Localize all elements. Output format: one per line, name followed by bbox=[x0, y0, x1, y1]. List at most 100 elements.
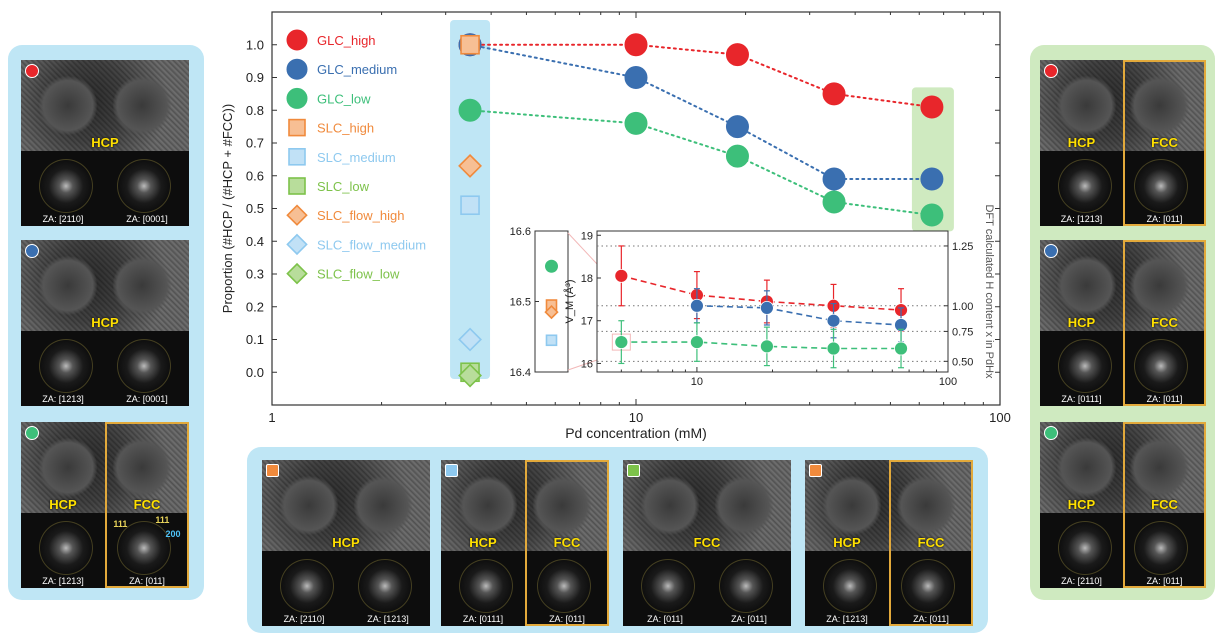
phase-label: HCP bbox=[833, 535, 861, 550]
nanoparticle bbox=[112, 76, 172, 135]
point-GLC_medium bbox=[624, 66, 648, 89]
miller-index-label: 111 bbox=[155, 515, 170, 525]
tem-tile: HCP FCC ZA: [0111] ZA: [011] bbox=[1040, 240, 1206, 406]
point-GLC_low bbox=[458, 98, 482, 122]
phase-label: FCC bbox=[553, 535, 581, 550]
fcc-frame bbox=[889, 460, 973, 626]
inset-point-GLC_medium bbox=[826, 313, 841, 328]
fcc-frame bbox=[1123, 422, 1206, 588]
tem-tile: HCP ZA: [2110] ZA: [1213] bbox=[262, 460, 430, 626]
y-tick-label: 0.5 bbox=[246, 201, 264, 216]
inset-trend-GLC_medium bbox=[696, 304, 902, 326]
tem-tile: HCP ZA: [2110] ZA: [0001] bbox=[21, 60, 189, 226]
legend-label-GLC_medium: GLC_medium bbox=[317, 62, 397, 77]
x-tick-label: 100 bbox=[989, 410, 1011, 425]
y-tick-label: 0.2 bbox=[246, 299, 264, 314]
zone-axis-label: ZA: [0001] bbox=[126, 394, 168, 404]
series-marker bbox=[809, 464, 822, 477]
trend-line-GLC_low bbox=[469, 109, 933, 217]
zone-axis-label: ZA: [0111] bbox=[1061, 394, 1102, 404]
inset-left-tick-label: 16.6 bbox=[510, 226, 531, 238]
fft-spot-ring bbox=[39, 338, 94, 393]
phase-label: HCP bbox=[1067, 497, 1096, 512]
y-tick-label: 0.8 bbox=[246, 103, 264, 118]
series-marker bbox=[266, 464, 279, 477]
x-tick-label: 10 bbox=[629, 410, 643, 425]
inset-right-tick2-label: 0.75 bbox=[952, 326, 973, 338]
series-marker bbox=[1044, 426, 1058, 440]
fft-spot-ring bbox=[116, 520, 171, 575]
fft-spot-ring bbox=[357, 558, 412, 613]
point-GLC_medium bbox=[920, 167, 944, 191]
inset-right-xtick-label: 10 bbox=[691, 376, 703, 388]
phase-label: FCC bbox=[1151, 315, 1178, 330]
point-SLC_high bbox=[460, 34, 480, 55]
phase-label: FCC bbox=[917, 535, 945, 550]
phase-label: HCP bbox=[91, 135, 119, 150]
nanoparticle bbox=[1057, 256, 1116, 315]
zone-axis-label: ZA: [1213] bbox=[42, 576, 84, 586]
inset-point-GLC_low bbox=[690, 335, 704, 349]
trend-line-GLC_medium bbox=[469, 43, 933, 181]
fft-spot-ring bbox=[39, 520, 94, 575]
inset-trend-GLC_high bbox=[621, 275, 902, 311]
tem-tile: HCP FCC ZA: [1213] ZA: [011] bbox=[805, 460, 973, 626]
legend-marker-SLC_medium bbox=[288, 148, 306, 166]
point-SLC_flow_high bbox=[458, 153, 482, 178]
inset-left-tick-label: 16.5 bbox=[510, 297, 531, 309]
inset-point-GLC_low bbox=[894, 341, 908, 356]
inset-left-point bbox=[545, 334, 558, 347]
series-marker bbox=[445, 464, 458, 477]
phase-label: FCC bbox=[1151, 135, 1178, 150]
highlight-glc-high-end bbox=[911, 87, 954, 232]
fft-spot-ring bbox=[1057, 520, 1112, 575]
y-tick-label: 0.9 bbox=[246, 70, 264, 85]
zone-axis-label: ZA: [011] bbox=[913, 614, 949, 624]
zone-axis-label: ZA: [0001] bbox=[126, 214, 168, 224]
tem-tile: HCP FCC ZA: [1213] ZA: [011] bbox=[1040, 60, 1206, 226]
inset-point-GLC_low bbox=[826, 341, 841, 356]
nanoparticle bbox=[458, 476, 518, 535]
fft-spot-ring bbox=[536, 558, 591, 613]
nanoparticle bbox=[822, 476, 882, 535]
miller-index-label: 200 bbox=[165, 529, 181, 539]
y-tick-label: 0.6 bbox=[246, 168, 264, 183]
nanoparticle bbox=[640, 476, 700, 535]
fft-spot-ring bbox=[1134, 520, 1189, 575]
zone-axis-label: ZA: [2110] bbox=[1061, 576, 1102, 586]
zone-axis-label: ZA: [011] bbox=[647, 614, 683, 624]
nanoparticle bbox=[38, 256, 98, 315]
inset-right-xtick-label: 100 bbox=[939, 376, 957, 388]
point-GLC_low bbox=[920, 203, 944, 227]
tem-tile: HCP ZA: [1213] ZA: [0001] bbox=[21, 240, 189, 406]
y-tick-label: 0.1 bbox=[246, 332, 264, 347]
point-GLC_medium bbox=[725, 115, 749, 139]
fft-spot-ring bbox=[1134, 158, 1189, 213]
x-tick-label: 1 bbox=[268, 410, 275, 425]
legend-marker-SLC_flow_medium bbox=[286, 233, 308, 256]
trend-line-GLC_high bbox=[469, 43, 933, 108]
fft-spot-ring bbox=[459, 558, 514, 613]
zone-axis-label: ZA: [011] bbox=[731, 614, 767, 624]
tem-tile: HCP FCC ZA: [2110] ZA: [011] bbox=[1040, 422, 1206, 588]
series-marker bbox=[25, 64, 39, 78]
series-marker bbox=[25, 426, 39, 440]
fft-spot-ring bbox=[1057, 338, 1112, 393]
nanoparticle bbox=[38, 438, 98, 497]
zone-axis-label: ZA: [011] bbox=[1146, 214, 1183, 224]
zone-axis-label: ZA: [2110] bbox=[42, 214, 84, 224]
nanoparticle bbox=[353, 476, 413, 535]
nanoparticle bbox=[896, 476, 956, 535]
nanoparticle bbox=[112, 256, 172, 315]
tem-tile: FCC ZA: [011] ZA: [011] bbox=[623, 460, 791, 626]
point-SLC_flow_medium bbox=[458, 327, 482, 352]
tem-tile: HCP FCC ZA: [1213] ZA: [011] 111 111 200 bbox=[21, 422, 189, 588]
fft-spot-ring bbox=[823, 558, 878, 613]
inset-left-point bbox=[544, 304, 559, 320]
zone-axis-label: ZA: [0111] bbox=[462, 614, 504, 624]
legend-marker-SLC_low bbox=[288, 177, 306, 195]
phase-label: HCP bbox=[1067, 315, 1096, 330]
legend-marker-GLC_medium bbox=[286, 58, 308, 80]
point-GLC_low bbox=[624, 111, 648, 135]
